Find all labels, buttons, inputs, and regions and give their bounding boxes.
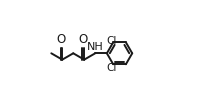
Text: NH: NH [87,42,104,52]
Text: O: O [57,33,66,46]
Text: Cl: Cl [106,35,117,45]
Text: O: O [79,33,88,46]
Text: Cl: Cl [106,62,117,72]
